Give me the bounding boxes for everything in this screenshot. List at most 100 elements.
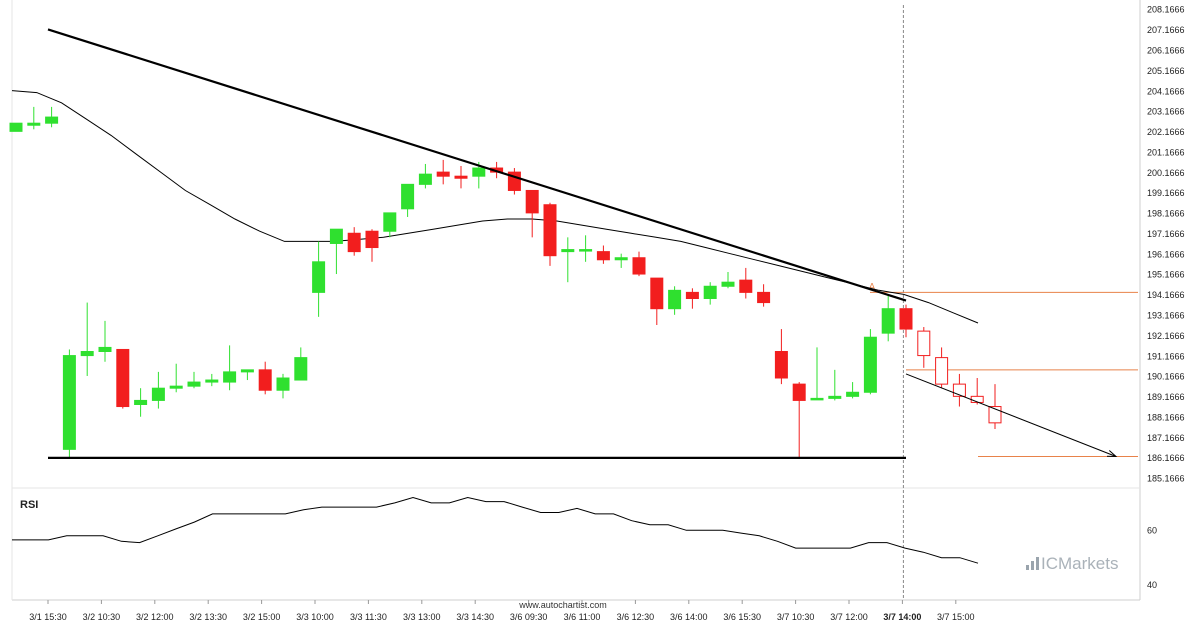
candle (383, 212, 397, 238)
price-tick-label: 198.1666 (1147, 209, 1185, 219)
rsi-tick-label: 60 (1147, 525, 1157, 535)
candle (739, 267, 753, 299)
candle-body (80, 351, 94, 357)
candle (454, 166, 468, 189)
time-tick-label: 3/2 12:00 (136, 612, 174, 622)
candle (347, 227, 361, 256)
candle (703, 282, 717, 305)
time-tick-label: 3/6 14:00 (670, 612, 708, 622)
rsi-tick-label: 40 (1147, 580, 1157, 590)
price-tick-label: 201.1666 (1147, 147, 1185, 157)
candle-body (792, 383, 806, 401)
candle (614, 253, 628, 268)
candle-body (757, 291, 771, 304)
candle (258, 361, 272, 395)
price-axis: 208.1666 207.1666 206.1666 205.1666 204.1666… (1147, 5, 1185, 484)
candle-body (365, 230, 379, 249)
candle-body (579, 249, 593, 252)
candle-body (454, 175, 468, 179)
price-tick-label: 188.1666 (1147, 412, 1185, 422)
pattern-lines (47, 28, 1118, 460)
time-tick-label: 3/3 10:00 (296, 612, 334, 622)
time-tick-label: 3/6 12:30 (617, 612, 655, 622)
candle-body (329, 228, 343, 244)
candle-body (223, 371, 237, 383)
candle-body (632, 257, 646, 275)
candle (240, 369, 254, 381)
candle (116, 348, 130, 409)
candle-body (116, 348, 130, 408)
candle (561, 237, 575, 283)
candle-body (169, 385, 183, 389)
candle-body (258, 369, 272, 391)
candle-body (436, 171, 450, 177)
pattern-point-label: A (869, 281, 875, 291)
candle (579, 235, 593, 262)
rsi-line (12, 496, 979, 564)
time-tick-label: 3/7 10:30 (777, 612, 815, 622)
candle-body (935, 357, 949, 385)
brand-bar-icon (1026, 565, 1029, 570)
candle (187, 371, 201, 389)
candle (294, 347, 308, 381)
candle-body (881, 308, 895, 334)
candle (828, 369, 842, 401)
price-tick-label: 196.1666 (1147, 249, 1185, 259)
candle (525, 189, 539, 238)
candle (80, 302, 94, 376)
candle (62, 349, 76, 458)
candle-body (472, 167, 486, 177)
moving-average (11, 90, 979, 324)
time-tick-label: 3/7 15:00 (937, 612, 975, 622)
candle-body (703, 285, 717, 299)
time-tick-label: 3/7 14:00 (883, 612, 921, 622)
candle (721, 272, 735, 289)
candle (988, 384, 1002, 429)
candle-body (899, 308, 913, 330)
candle (596, 245, 610, 264)
candle-body (685, 291, 699, 299)
candle (632, 251, 646, 277)
time-axis: 3/1 15:30 3/2 10:30 3/2 12:00 3/2 13:30 3/2 … (29, 5, 975, 622)
candle-body (9, 122, 23, 132)
candle-body (45, 116, 59, 124)
price-tick-label: 186.1666 (1147, 453, 1185, 463)
price-tick-label: 207.1666 (1147, 25, 1185, 35)
brand-bar-icon (1031, 561, 1034, 570)
candle (436, 159, 450, 185)
time-tick-label: 3/2 15:00 (243, 612, 281, 622)
candle-body (134, 399, 148, 405)
candle-body (650, 277, 664, 310)
forecast-arrow-icon (1106, 450, 1118, 458)
price-tick-label: 193.1666 (1147, 310, 1185, 320)
price-tick-label: 203.1666 (1147, 107, 1185, 117)
candle-body (347, 232, 361, 253)
candle (169, 363, 183, 393)
price-tick-label: 195.1666 (1147, 270, 1185, 280)
candle (27, 106, 41, 130)
candle-body (596, 251, 610, 261)
price-tick-label: 187.1666 (1147, 433, 1185, 443)
candle-body (810, 397, 824, 401)
price-tick-label: 206.1666 (1147, 45, 1185, 55)
price-tick-label: 194.1666 (1147, 290, 1185, 300)
time-tick-label: 3/2 13:30 (189, 612, 227, 622)
watermark-text: www.autochartist.com (518, 600, 607, 610)
candle (757, 284, 771, 307)
price-tick-label: 200.1666 (1147, 168, 1185, 178)
brand-logo: ICMarkets (1026, 554, 1118, 573)
candle (507, 168, 521, 195)
time-tick-label: 3/7 12:00 (830, 612, 868, 622)
candle (935, 347, 949, 389)
price-tick-label: 208.1666 (1147, 5, 1185, 15)
candle (134, 388, 148, 417)
candle-body (98, 346, 112, 352)
price-tick-label: 185.1666 (1147, 474, 1185, 484)
sma-line (11, 90, 979, 324)
time-tick-label: 3/3 11:30 (350, 612, 387, 622)
price-tick-label: 205.1666 (1147, 66, 1185, 76)
brand-name: ICMarkets (1041, 554, 1118, 573)
candle-body (543, 204, 557, 257)
candle-body (721, 281, 735, 287)
